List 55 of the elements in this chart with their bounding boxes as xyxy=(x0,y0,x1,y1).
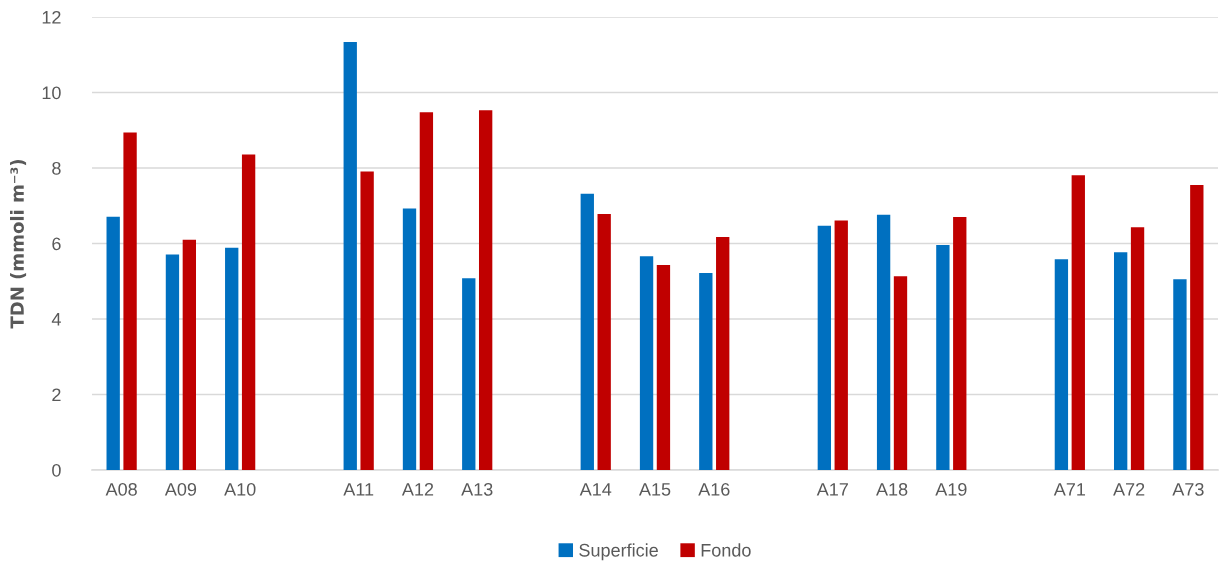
x-tick-label: A17 xyxy=(816,483,848,496)
bar xyxy=(165,254,180,470)
bar xyxy=(478,110,493,470)
x-tick-label: A13 xyxy=(461,482,493,496)
bar xyxy=(580,193,594,470)
x-tick-label: A14 xyxy=(579,483,612,496)
bar xyxy=(123,132,137,470)
bar xyxy=(936,245,950,470)
bar xyxy=(241,154,256,470)
y-tick-label: 12 xyxy=(42,10,61,24)
bar xyxy=(1190,184,1204,470)
legend-label: Fondo xyxy=(701,543,751,557)
legend-label: Superficie xyxy=(579,543,658,561)
bar xyxy=(419,112,434,470)
bar xyxy=(360,171,374,470)
bar xyxy=(462,278,476,470)
bar xyxy=(182,239,197,470)
x-tick-label: A71 xyxy=(1053,483,1086,496)
bar xyxy=(817,225,832,470)
bar xyxy=(225,247,239,470)
y-tick-label: 8 xyxy=(52,161,61,175)
x-tick-label: A10 xyxy=(224,482,256,496)
x-tick-label: A19 xyxy=(935,482,967,496)
bar xyxy=(834,220,848,470)
y-axis-title: TDN (mmoli m⁻³) xyxy=(10,159,27,329)
x-tick-label: A73 xyxy=(1172,482,1204,496)
x-tick-label: A09 xyxy=(164,482,197,496)
bar xyxy=(876,214,891,470)
x-tick-label: A18 xyxy=(876,482,908,496)
bar xyxy=(1173,279,1187,470)
bar xyxy=(953,217,967,470)
x-tick-label: A11 xyxy=(343,483,374,496)
bar xyxy=(639,256,654,470)
bar xyxy=(597,214,611,470)
bar xyxy=(1071,175,1085,470)
bar xyxy=(1054,259,1069,470)
y-tick-label: 4 xyxy=(51,313,61,326)
bar xyxy=(1130,227,1145,470)
x-tick-label: A15 xyxy=(638,483,671,496)
x-tick-label: A08 xyxy=(105,482,137,496)
bar xyxy=(1113,252,1128,470)
x-tick-label: A12 xyxy=(401,482,434,496)
bar xyxy=(343,41,357,470)
x-tick-label: A72 xyxy=(1113,482,1145,496)
y-tick-label: 6 xyxy=(52,237,61,251)
bar xyxy=(893,276,908,470)
x-tick-label: A16 xyxy=(698,482,730,496)
bar xyxy=(402,208,417,470)
y-tick-label: 10 xyxy=(42,86,61,100)
y-tick-label: 2 xyxy=(52,388,61,402)
bar xyxy=(106,216,120,470)
y-tick-label: 0 xyxy=(52,463,61,477)
bar xyxy=(716,237,730,470)
bar xyxy=(699,272,713,470)
bar xyxy=(656,265,671,470)
